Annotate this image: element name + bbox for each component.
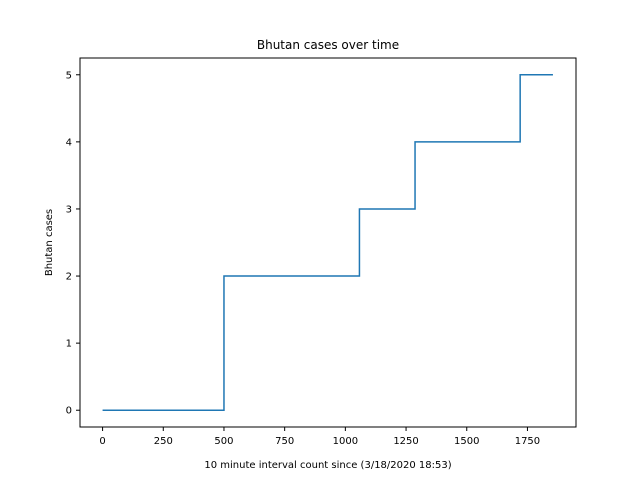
x-tick-label: 1000: [333, 436, 358, 447]
y-tick-label: 4: [66, 137, 72, 148]
y-tick-label: 2: [66, 272, 72, 283]
chart-title: Bhutan cases over time: [257, 38, 399, 52]
x-tick-label: 0: [99, 436, 105, 447]
plot-area: [102, 74, 553, 411]
x-tick-label: 1250: [393, 436, 418, 447]
x-axis-label: 10 minute interval count since (3/18/202…: [204, 460, 451, 471]
y-tick-label: 0: [66, 406, 72, 417]
y-axis-label: Bhutan cases: [44, 209, 55, 276]
axes-frame: [79, 57, 577, 428]
y-tick-label: 5: [66, 70, 72, 81]
y-tick-label: 1: [66, 339, 72, 350]
x-axis: 0 250 500 750 1000 1250 1500 1750: [99, 427, 540, 447]
x-tick-label: 250: [154, 436, 173, 447]
x-tick-label: 1500: [454, 436, 479, 447]
x-tick-label: 750: [275, 436, 294, 447]
x-tick-label: 500: [214, 436, 233, 447]
y-axis: 0 1 2 3 4 5: [66, 70, 80, 417]
y-tick-label: 3: [66, 204, 72, 215]
series-line-0: [102, 74, 553, 411]
x-tick-label: 1750: [515, 436, 540, 447]
